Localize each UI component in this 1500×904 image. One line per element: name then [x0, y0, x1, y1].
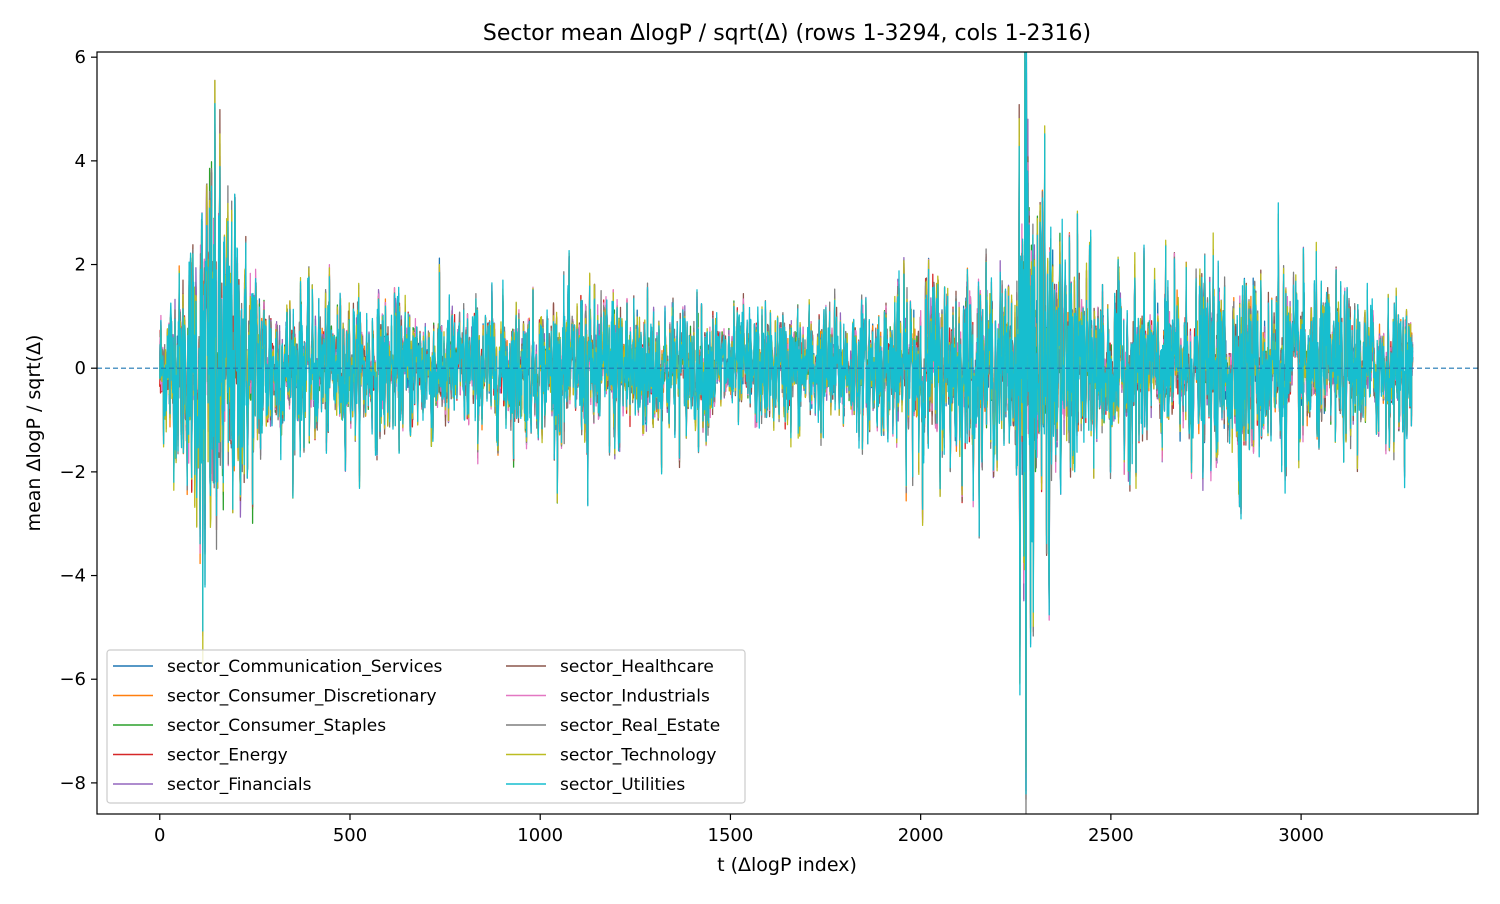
chart-title: Sector mean ΔlogP / sqrt(Δ) (rows 1-3294… — [483, 21, 1091, 46]
y-tick-label: 4 — [75, 151, 86, 172]
axes-frame — [96, 51, 1479, 815]
legend-entry: sector_Industrials — [560, 687, 710, 707]
y-tick-label: −6 — [59, 669, 86, 690]
x-tick-label: 2500 — [1088, 825, 1134, 846]
y-tick-label: −8 — [59, 773, 86, 794]
x-axis-label: t (ΔlogP index) — [717, 854, 857, 876]
x-axis: 0 500 1000 1500 2000 2500 3000 — [154, 814, 1324, 846]
legend-entry: sector_Consumer_Staples — [167, 716, 386, 736]
y-axis-label: mean ΔlogP / sqrt(Δ) — [23, 335, 45, 532]
legend-entry: sector_Energy — [167, 746, 288, 766]
y-tick-label: 6 — [75, 47, 86, 68]
x-tick-label: 3000 — [1278, 825, 1324, 846]
legend-entry: sector_Utilities — [560, 775, 685, 795]
x-tick-label: 1000 — [517, 825, 563, 846]
legend-entry: sector_Communication_Services — [167, 657, 443, 677]
legend-entry: sector_Consumer_Discretionary — [167, 687, 437, 707]
legend: sector_Communication_Services sector_Cons… — [106, 649, 746, 804]
x-tick-label: 2000 — [898, 825, 944, 846]
x-tick-label: 1500 — [708, 825, 754, 846]
x-tick-label: 500 — [333, 825, 367, 846]
y-axis: −8 −6 −4 −2 0 2 4 6 — [59, 47, 97, 794]
y-tick-label: −4 — [59, 566, 86, 587]
y-tick-label: 2 — [75, 255, 86, 276]
series-line-sector-utilities — [159, 52, 1414, 795]
legend-box — [106, 649, 746, 804]
y-tick-label: −2 — [59, 462, 86, 483]
plot-area — [97, 52, 1478, 814]
legend-entry: sector_Real_Estate — [560, 716, 720, 736]
x-tick-label: 0 — [154, 825, 165, 846]
y-tick-label: 0 — [75, 358, 86, 379]
legend-entry: sector_Technology — [560, 746, 716, 766]
legend-entry: sector_Healthcare — [560, 657, 714, 677]
legend-entry: sector_Financials — [167, 775, 312, 795]
